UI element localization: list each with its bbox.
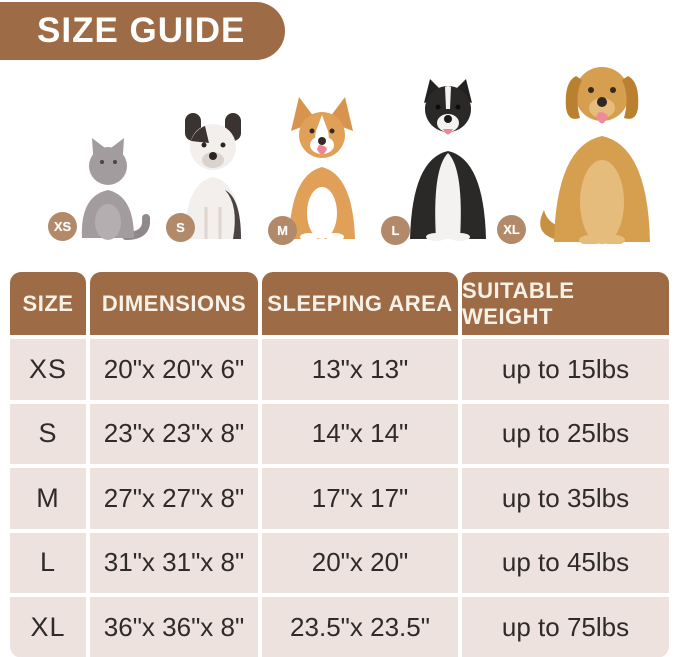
cell-xl-dimensions: 36"x 36"x 8" bbox=[90, 597, 258, 657]
cat-photo bbox=[81, 138, 150, 240]
size-badge-m: M bbox=[268, 216, 297, 245]
cell-l-size: L bbox=[10, 532, 86, 593]
cell-m-dimensions: 27"x 27"x 8" bbox=[90, 468, 258, 529]
cell-xl-sleeping-area: 23.5"x 23.5" bbox=[262, 597, 458, 657]
cell-xs-suitable-weight: up to 15lbs bbox=[462, 339, 669, 400]
page-title: SIZE GUIDE bbox=[37, 11, 246, 50]
title-banner: SIZE GUIDE bbox=[0, 2, 285, 60]
cell-xs-size: XS bbox=[10, 339, 86, 400]
cell-s-suitable-weight: up to 25lbs bbox=[462, 403, 669, 464]
size-badge-l: L bbox=[381, 216, 410, 245]
cell-m-size: M bbox=[10, 468, 86, 529]
cell-l-suitable-weight: up to 45lbs bbox=[462, 532, 669, 593]
golden-retriever-photo bbox=[540, 67, 650, 244]
french-bulldog-photo bbox=[185, 113, 241, 239]
header-cell-dimensions: DIMENSIONS bbox=[90, 272, 258, 335]
size-badge-label: XL bbox=[503, 222, 520, 237]
cell-xl-suitable-weight: up to 75lbs bbox=[462, 597, 669, 657]
header-cell-suitable-weight: SUITABLE WEIGHT bbox=[462, 272, 669, 335]
cell-l-sleeping-area: 20"x 20" bbox=[262, 532, 458, 593]
cell-l-dimensions: 31"x 31"x 8" bbox=[90, 532, 258, 593]
size-table: SIZE DIMENSIONS SLEEPING AREA SUITABLE W… bbox=[10, 272, 669, 657]
header-cell-sleeping-area: SLEEPING AREA bbox=[262, 272, 458, 335]
cell-s-size: S bbox=[10, 403, 86, 464]
size-badge-xs: XS bbox=[48, 212, 77, 241]
cell-xs-dimensions: 20"x 20"x 6" bbox=[90, 339, 258, 400]
border-collie-photo bbox=[410, 79, 486, 241]
size-badge-label: S bbox=[176, 220, 185, 235]
size-badge-label: XS bbox=[53, 219, 72, 234]
cell-m-sleeping-area: 17"x 17" bbox=[262, 468, 458, 529]
size-badge-xl: XL bbox=[497, 215, 526, 244]
cell-s-sleeping-area: 14"x 14" bbox=[262, 403, 458, 464]
size-badge-s: S bbox=[166, 213, 195, 242]
cell-xs-sleeping-area: 13"x 13" bbox=[262, 339, 458, 400]
header-cell-size: SIZE bbox=[10, 272, 86, 335]
cell-m-suitable-weight: up to 35lbs bbox=[462, 468, 669, 529]
cell-xl-size: XL bbox=[10, 597, 86, 657]
cell-s-dimensions: 23"x 23"x 8" bbox=[90, 403, 258, 464]
size-badge-label: M bbox=[277, 223, 288, 238]
size-badge-label: L bbox=[391, 223, 400, 238]
corgi-photo bbox=[289, 97, 355, 241]
